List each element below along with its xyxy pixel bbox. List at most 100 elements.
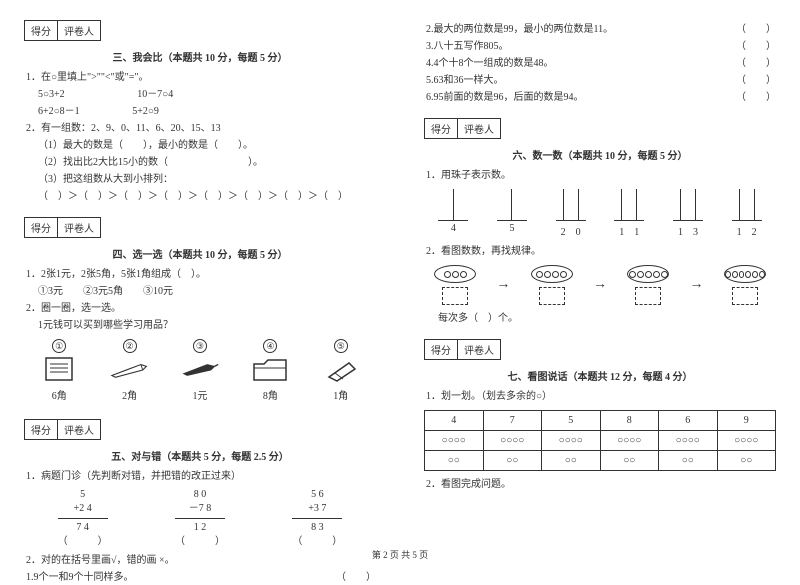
math-col-2: 8 0 －7 8 1 2 （ ） (175, 488, 225, 549)
score-label: 得分 (25, 420, 58, 439)
item-num: ② (123, 339, 137, 353)
table-cell: ○○ (600, 451, 659, 471)
math-a: 8 0 (175, 488, 225, 502)
table-cell: ○○ (659, 451, 718, 471)
abacus-4: 1 1 (614, 189, 644, 238)
math-b: +2 4 (58, 502, 108, 516)
eraser-icon (321, 355, 361, 385)
table-cell: ○○○○ (542, 431, 601, 451)
abacus-6: 1 2 (732, 189, 762, 238)
pen-icon (180, 355, 220, 385)
tf-text: 6.95前面的数是96，后面的数是94。 (426, 90, 584, 105)
arrow-icon: → (593, 277, 607, 293)
q5-2a: 1.9个一和9个十同样多。 （ ） (26, 570, 376, 585)
score-label: 得分 (425, 119, 458, 138)
top-5: 5.63和36一样大。（ ） (426, 73, 776, 88)
expr: 6+2○8－1 (38, 106, 80, 117)
q4-2: 2．圈一圈，选一选。 (26, 301, 376, 316)
price: 6角 (52, 387, 67, 402)
tf-paren: （ ） (736, 90, 776, 105)
item-num: ④ (263, 339, 277, 353)
item-5: ⑤ 1角 (321, 339, 361, 402)
score-box-3: 得分 评卷人 (24, 20, 101, 41)
abacus-5: 1 3 (673, 189, 703, 238)
tf-paren: （ ） (336, 570, 376, 585)
q3-2b: （2）找出比2大比15小的数（ ）。 (38, 155, 376, 170)
table-cell: 6 (659, 411, 718, 431)
abacus-num: 2 0 (561, 223, 581, 238)
judge-label: 评卷人 (58, 420, 100, 439)
q4-1-opts: ①3元 ②3元5角 ③10元 (38, 284, 376, 299)
table-cell: ○○ (425, 451, 484, 471)
math-b: +3 7 (292, 502, 342, 516)
table-row: 4 7 5 8 6 9 (425, 411, 776, 431)
math-row: 5 +2 4 7 4 （ ） 8 0 －7 8 1 2 （ ） 5 6 +3 7… (24, 488, 376, 549)
q6-1: 1．用珠子表示数。 (426, 168, 776, 183)
abacus-num: 1 2 (737, 223, 757, 238)
expr: 5○3+2 (38, 89, 65, 100)
tf-paren: （ ） (736, 56, 776, 71)
abacus-1: 4 (438, 189, 468, 238)
score-label: 得分 (425, 340, 458, 359)
notebook-icon (39, 355, 79, 385)
score-box-7: 得分 评卷人 (424, 339, 501, 360)
q7-2: 2．看图完成问题。 (426, 477, 776, 492)
abacus-row: 4 5 2 0 1 1 1 3 1 2 (424, 189, 776, 238)
table-row: ○○○○ ○○○○ ○○○○ ○○○○ ○○○○ ○○○○ (425, 431, 776, 451)
abacus-num: 4 (451, 223, 456, 234)
plate-1 (434, 265, 476, 305)
table-cell: ○○ (483, 451, 542, 471)
expr: 5+2○9 (132, 106, 159, 117)
q4-1: 1．2张1元，2张5角，5张1角组成（ ）。 (26, 267, 376, 282)
abacus-num: 5 (509, 223, 514, 234)
section-3-title: 三、我会比（本题共 10 分，每题 5 分） (24, 49, 376, 64)
abacus-num: 1 1 (619, 223, 639, 238)
arrow-icon: → (690, 277, 704, 293)
score-box-5: 得分 评卷人 (24, 419, 101, 440)
paren: （ ） (175, 535, 225, 549)
table-cell: ○○○○ (717, 431, 776, 451)
right-column: 2.最大的两位数是99，最小的两位数是11。（ ） 3.八十五写作805。 （ ）… (400, 0, 800, 565)
tf-paren: （ ） (736, 39, 776, 54)
abacus-num: 1 3 (678, 223, 698, 238)
judge-label: 评卷人 (458, 119, 500, 138)
price: 1元 (192, 387, 207, 402)
table-cell: 4 (425, 411, 484, 431)
abacus-2: 5 (497, 189, 527, 238)
top-2: 2.最大的两位数是99，最小的两位数是11。（ ） (426, 22, 776, 37)
score-label: 得分 (25, 21, 58, 40)
table-cell: ○○○○ (483, 431, 542, 451)
score-label: 得分 (25, 218, 58, 237)
tf-text: 3.八十五写作805。 (426, 39, 509, 54)
table-cell: ○○ (542, 451, 601, 471)
section-4-title: 四、选一选（本题共 10 分，每题 5 分） (24, 246, 376, 261)
price: 8角 (263, 387, 278, 402)
q3-2d: （ ）＞（ ）＞（ ）＞（ ）＞（ ）＞（ ）＞（ ）＞（ ） (38, 189, 376, 204)
table-cell: 9 (717, 411, 776, 431)
item-num: ① (52, 339, 66, 353)
score-box-4: 得分 评卷人 (24, 217, 101, 238)
pencil-icon (110, 355, 150, 385)
arrow-icon: → (496, 277, 510, 293)
page-footer: 第 2 页 共 5 页 (0, 548, 800, 561)
q6-2-text: 每次多（ ）个。 (438, 311, 776, 326)
table-row: ○○ ○○ ○○ ○○ ○○ ○○ (425, 451, 776, 471)
item-3: ③ 1元 (180, 339, 220, 402)
math-c: 1 2 (175, 518, 225, 535)
tf-text: 1.9个一和9个十同样多。 (26, 570, 134, 585)
q3-1c: 6+2○8－1 5+2○9 (38, 104, 376, 119)
folder-icon (250, 355, 290, 385)
judge-label: 评卷人 (458, 340, 500, 359)
table-cell: ○○○○ (659, 431, 718, 451)
item-1: ① 6角 (39, 339, 79, 402)
top-3: 3.八十五写作805。 （ ） (426, 39, 776, 54)
expr: 10－7○4 (137, 89, 173, 100)
table-cell: 7 (483, 411, 542, 431)
section-7-title: 七、看图说话（本题共 12 分，每题 4 分） (424, 368, 776, 383)
q6-2: 2．看图数数，再找规律。 (426, 244, 776, 259)
tf-paren: （ ） (736, 73, 776, 88)
apples-row: → → → (424, 265, 776, 305)
plate-4 (724, 265, 766, 305)
table-cell: 8 (600, 411, 659, 431)
math-c: 7 4 (58, 518, 108, 535)
